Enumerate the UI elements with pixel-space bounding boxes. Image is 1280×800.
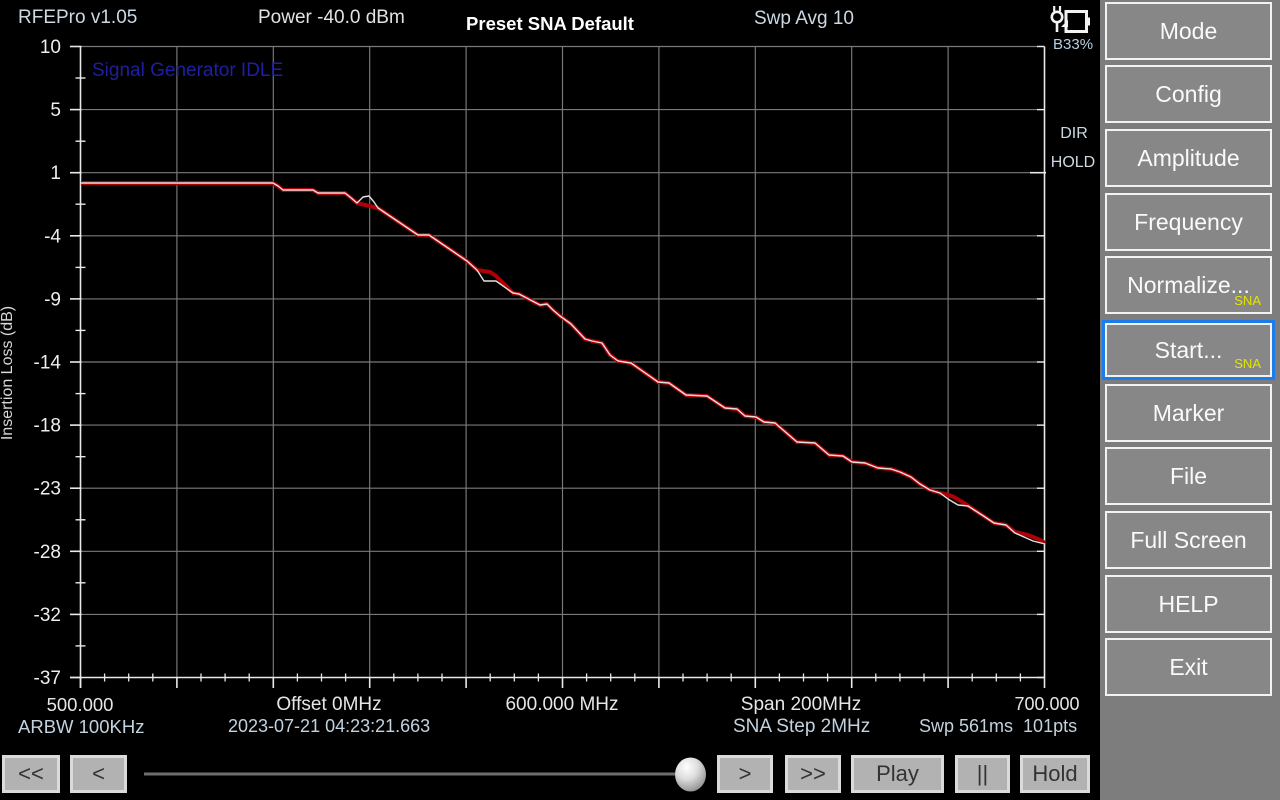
svg-text:-32: -32 xyxy=(34,605,61,626)
svg-text:10: 10 xyxy=(40,37,61,58)
svg-text:-4: -4 xyxy=(44,226,61,247)
svg-text:-37: -37 xyxy=(34,668,61,689)
svg-text:1: 1 xyxy=(50,163,61,184)
svg-text:-23: -23 xyxy=(34,479,61,500)
svg-text:-9: -9 xyxy=(44,289,61,310)
svg-text:5: 5 xyxy=(50,100,61,121)
svg-text:-18: -18 xyxy=(34,416,61,437)
svg-text:-14: -14 xyxy=(34,353,62,374)
svg-text:-28: -28 xyxy=(34,542,61,563)
